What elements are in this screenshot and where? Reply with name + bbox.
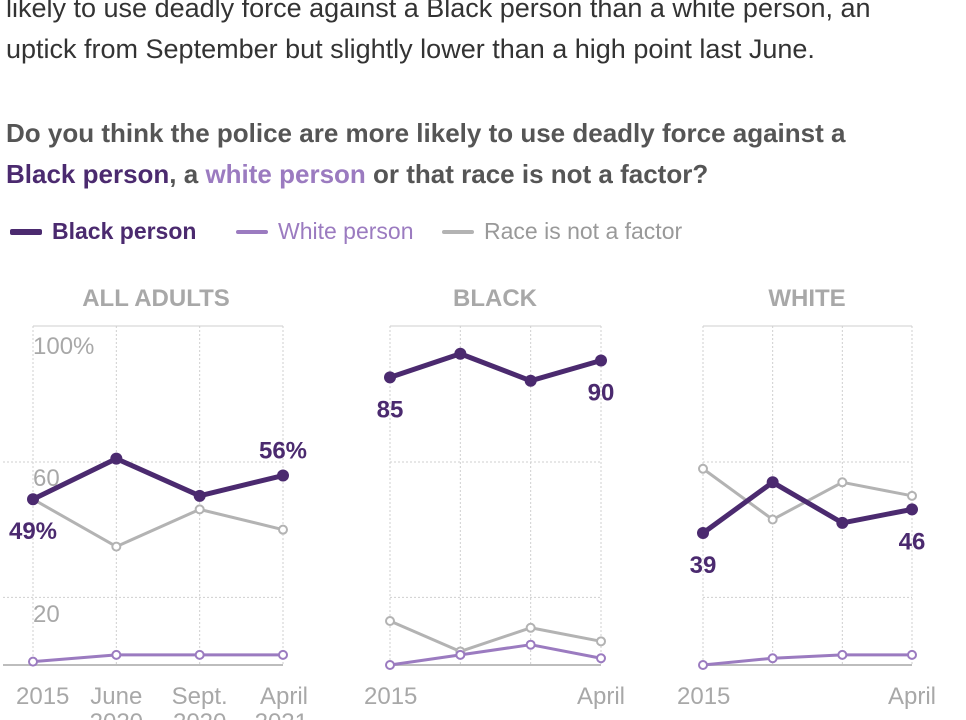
data-point-race	[385, 616, 395, 627]
series-line-black	[387, 351, 604, 384]
series-line-white	[388, 643, 603, 667]
x-tick-label: Sept.	[172, 683, 228, 710]
question-part-1: Do you think the police are more likely …	[6, 118, 846, 148]
intro-line-2: uptick from September but slightly lower…	[6, 34, 815, 64]
chart-panel-all-adults: ALL ADULTS100%60202015June2020Sept.2020A…	[3, 285, 308, 720]
data-point-race	[111, 541, 122, 552]
data-label-black: 90	[588, 380, 615, 407]
data-point-black	[906, 503, 918, 516]
data-point-race	[767, 514, 778, 525]
series-line-race	[388, 619, 603, 653]
legend-label-race: Race is not a factor	[484, 218, 683, 244]
data-point-white	[385, 660, 395, 670]
data-point-white	[596, 653, 606, 664]
data-point-race	[698, 463, 708, 474]
data-point-white	[525, 639, 536, 650]
data-label-black: 46	[899, 528, 926, 555]
question-text: Do you think the police are more likely …	[6, 113, 956, 195]
data-point-black	[27, 493, 39, 506]
data-point-white	[278, 649, 288, 660]
legend-item-black: Black person	[10, 218, 196, 245]
series-line-black	[30, 456, 286, 502]
legend-label-black: Black person	[52, 218, 197, 244]
data-label-black: 39	[690, 552, 717, 579]
data-point-white	[455, 649, 466, 660]
question-separator: , a	[169, 159, 206, 189]
series-line-white	[701, 653, 914, 667]
question-part-2: or that race is not a factor?	[365, 159, 709, 189]
x-tick-label: 2015	[677, 683, 730, 710]
data-point-white	[111, 649, 122, 660]
intro-text: likely to use deadly force against a Bla…	[6, 0, 956, 70]
legend-swatch-black	[10, 228, 42, 235]
data-label-black: 49%	[9, 518, 57, 545]
data-point-white	[28, 656, 38, 667]
legend-label-white: White person	[278, 218, 414, 244]
legend-swatch-race	[442, 229, 474, 234]
panel-title: WHITE	[768, 285, 845, 312]
data-point-race	[907, 490, 917, 501]
data-point-white	[698, 660, 708, 670]
data-point-race	[194, 504, 205, 515]
data-point-black	[110, 452, 123, 465]
data-point-race	[837, 477, 848, 488]
x-tick-label: June	[90, 683, 142, 710]
legend-swatch-white	[236, 229, 268, 234]
series-line-white	[31, 653, 285, 664]
data-label-black: 56%	[259, 438, 307, 465]
data-label-black: 85	[377, 396, 404, 423]
data-point-white	[194, 649, 205, 660]
x-tick-label: April	[260, 683, 308, 710]
x-tick-label: April	[577, 683, 625, 710]
question-white-person: white person	[205, 159, 366, 189]
series-line-race	[31, 497, 285, 549]
panel-title: ALL ADULTS	[82, 285, 230, 312]
data-point-black	[193, 489, 206, 502]
data-point-black	[454, 347, 467, 360]
x-tick-label: 2015	[364, 683, 417, 710]
series-line-black	[700, 479, 915, 536]
data-point-white	[767, 653, 778, 664]
chart-panel-black: BLACK 2015 April 85 90	[364, 285, 625, 710]
data-point-race	[596, 636, 606, 647]
panel-title: BLACK	[453, 285, 538, 312]
data-point-race	[278, 524, 288, 535]
y-tick-label: 20	[33, 601, 60, 628]
data-point-black	[384, 371, 396, 384]
data-point-black	[277, 469, 289, 482]
x-tick-label: April	[888, 683, 936, 710]
data-point-white	[837, 649, 848, 660]
y-tick-label: 100%	[33, 333, 94, 360]
legend-item-white: White person	[236, 218, 414, 245]
data-point-black	[836, 516, 849, 529]
data-point-black	[766, 476, 779, 489]
data-point-white	[907, 649, 917, 660]
intro-line-1: likely to use deadly force against a Bla…	[6, 0, 871, 23]
x-tick-label: 2015	[16, 683, 69, 710]
question-black-person: Black person	[6, 159, 170, 189]
data-point-black	[595, 354, 607, 367]
data-point-race	[525, 622, 536, 633]
data-point-black	[524, 374, 537, 387]
legend-item-race: Race is not a factor	[442, 218, 682, 245]
chart-panel-white: WHITE 2015 April 39 46	[677, 285, 936, 710]
data-point-black	[697, 527, 709, 540]
x-tick-label-year: 2021	[255, 709, 308, 720]
